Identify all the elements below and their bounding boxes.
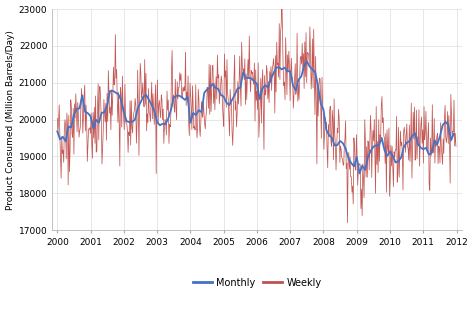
Legend: Monthly, Weekly: Monthly, Weekly [189,274,325,291]
Y-axis label: Product Consumed (Million Barrels/Day): Product Consumed (Million Barrels/Day) [6,30,15,209]
